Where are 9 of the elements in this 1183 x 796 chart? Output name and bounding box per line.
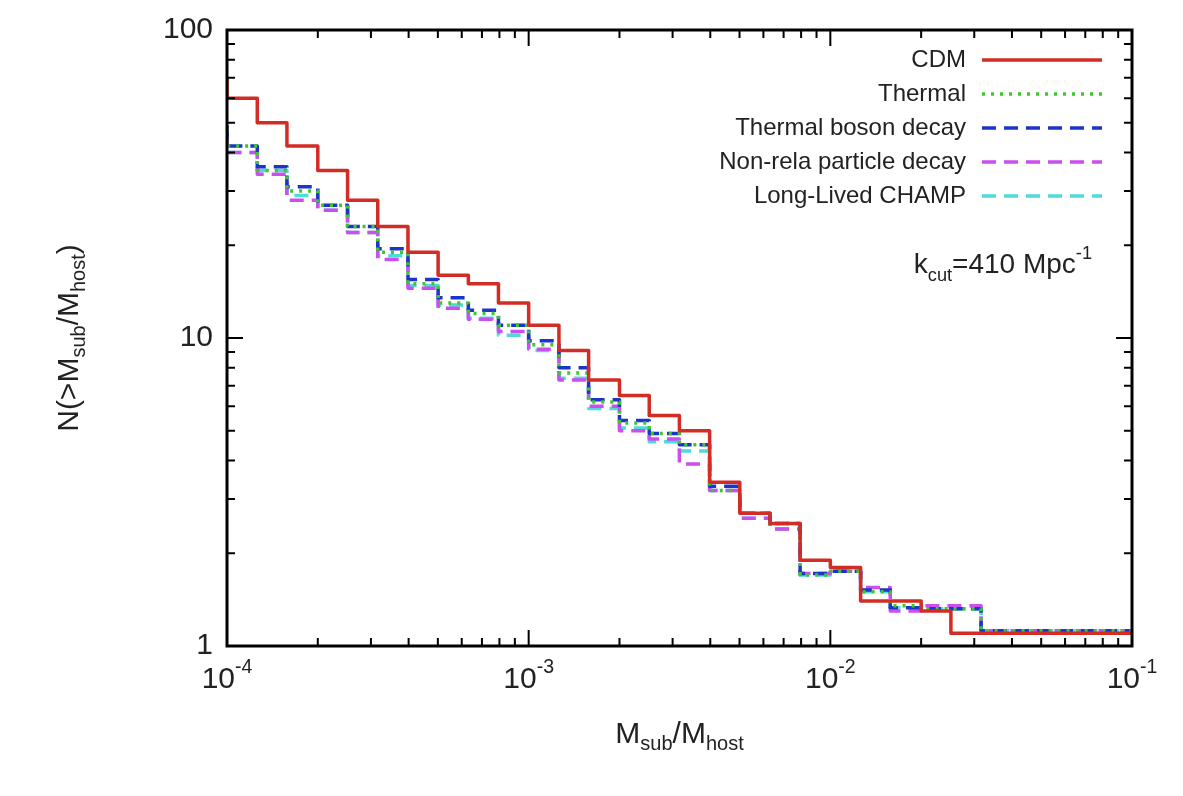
legend-label: Non-rela particle decay (719, 146, 966, 174)
legend-label: Thermal (877, 78, 966, 106)
y-tick-label: 10 (179, 319, 214, 353)
legend-label: Thermal boson decay (735, 112, 966, 140)
legend-label: Long-Lived CHAMP (753, 180, 966, 208)
x-axis-title: M$_{sub}$/M$_{host}$ (615, 716, 744, 755)
legend-label: CDM (911, 44, 966, 72)
y-tick-label: 100 (162, 11, 214, 45)
y-tick-label: 1 (196, 627, 213, 661)
